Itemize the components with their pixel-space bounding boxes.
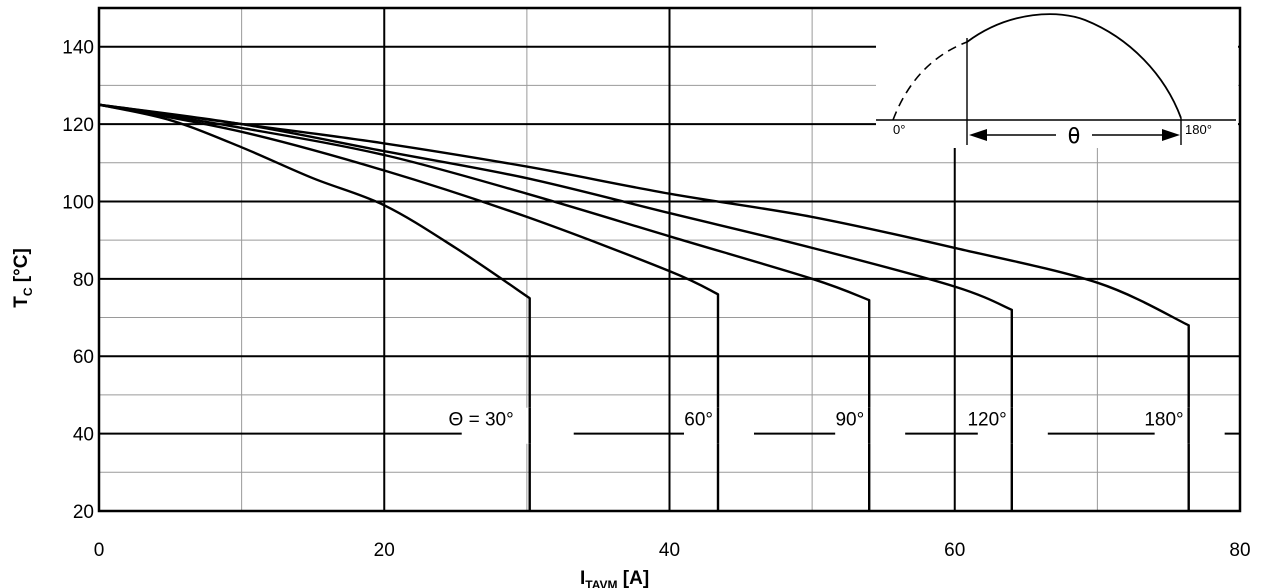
y-tick-label: 40	[73, 425, 94, 446]
y-tick-label: 100	[62, 192, 94, 213]
y-tick-label: 80	[73, 270, 94, 291]
inset-theta-label: θ	[1067, 124, 1080, 149]
x-tick-label: 60	[944, 540, 965, 561]
x-tick-label: 20	[374, 540, 395, 561]
inset-label-180: 180°	[1185, 122, 1212, 137]
inset-label-0: 0°	[893, 122, 905, 137]
y-tick-label: 140	[62, 38, 94, 59]
series-label-bg	[461, 407, 574, 444]
inset-background	[876, 8, 1238, 148]
y-tick-label: 20	[73, 502, 94, 523]
inset-solid-sine	[966, 13, 1182, 119]
series-label: 90°	[835, 410, 864, 431]
plot-frame	[97, 6, 1242, 513]
conduction-angle-inset: 0° 180° θ	[876, 8, 1238, 149]
series-line-2	[98, 103, 871, 511]
series-label: 60°	[684, 410, 713, 431]
series-label: Θ = 30°	[449, 410, 514, 431]
series-lines	[98, 103, 1190, 511]
inset-arrowhead-right	[1162, 129, 1180, 141]
series-line-0	[98, 103, 531, 511]
series-label: 180°	[1144, 410, 1183, 431]
series-line-4	[98, 103, 1190, 511]
series-label: 120°	[967, 410, 1006, 431]
series-line-1	[98, 103, 720, 511]
inset-arrowhead-left	[969, 129, 987, 141]
y-tick-label: 120	[62, 115, 94, 136]
series-line-3	[98, 103, 1013, 511]
series-labels: Θ = 30° 60° 90° 120° 180°	[449, 407, 1225, 444]
x-tick-label: 0	[94, 540, 105, 561]
x-axis-title: ITAVM [A]	[580, 568, 649, 588]
major-gridlines	[99, 8, 1240, 511]
x-tick-label: 40	[659, 540, 680, 561]
x-tick-label: 80	[1229, 540, 1250, 561]
y-tick-label: 60	[73, 347, 94, 368]
y-axis-title: TC [°C]	[11, 248, 35, 308]
